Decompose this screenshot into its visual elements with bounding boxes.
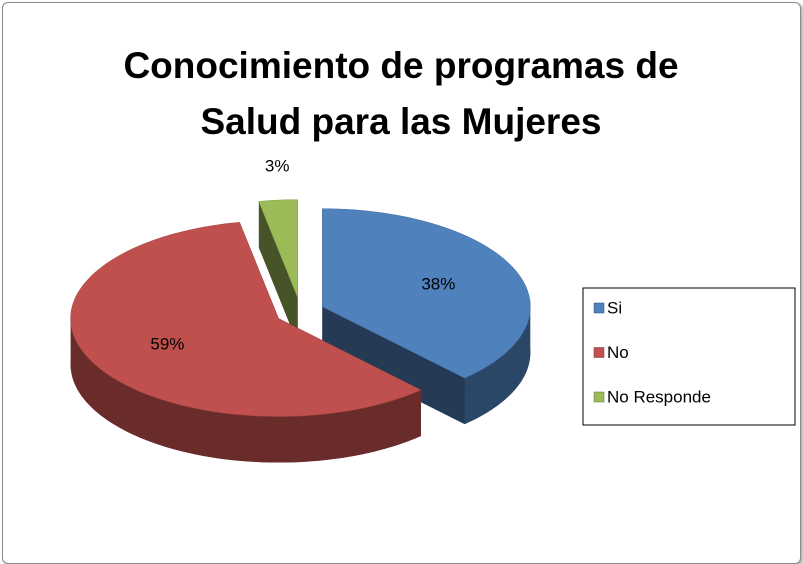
legend-swatch	[593, 347, 605, 358]
slice	[70, 222, 422, 417]
legend-box	[582, 287, 796, 426]
slice	[258, 199, 298, 298]
slice-side	[464, 306, 531, 425]
slice-face	[258, 201, 298, 344]
legend-label: No Responde	[607, 387, 711, 406]
legend-swatch	[593, 302, 605, 314]
slice	[322, 208, 531, 379]
legend-label: No	[607, 343, 629, 362]
data-label: 3%	[265, 157, 290, 176]
data-label: 59%	[150, 335, 184, 354]
legend-swatch	[593, 391, 605, 403]
slice-side	[70, 318, 421, 463]
chart-title: Conocimiento de programas de Salud para …	[123, 45, 679, 142]
data-label: 38%	[421, 275, 455, 294]
slice-face	[322, 306, 465, 425]
legend-label: Si	[607, 298, 622, 317]
